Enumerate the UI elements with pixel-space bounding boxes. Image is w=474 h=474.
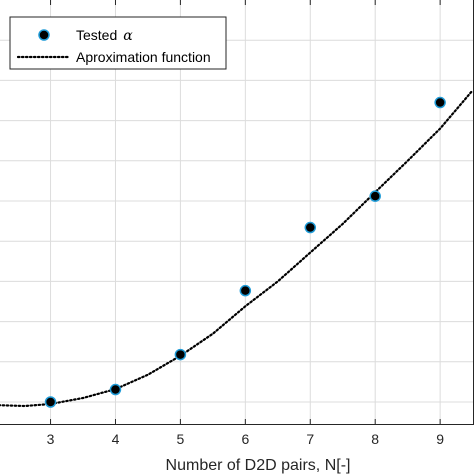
x-axis-label: Number of D2D pairs, N[-] (166, 457, 351, 474)
x-tick-label: 7 (306, 431, 314, 447)
x-tick-label: 4 (112, 431, 120, 447)
legend-label-tested-name: Tested (76, 27, 117, 43)
approximation-curve (0, 89, 474, 408)
tested-points (44, 96, 446, 408)
data-point-tested (239, 284, 252, 297)
data-point-tested (44, 396, 57, 408)
data-point-tested (304, 221, 317, 234)
x-tick-label: 6 (241, 431, 249, 447)
series-line-approximation (0, 89, 474, 408)
data-point-tested (434, 96, 446, 109)
legend-box (9, 16, 227, 70)
x-tick-labels: 3 4 5 6 7 8 9 (47, 431, 445, 447)
legend-label-approximation: Aproximation function (76, 49, 211, 65)
legend: Tested α Aproximation function (9, 16, 227, 70)
data-point-tested (109, 383, 122, 396)
grid (0, 0, 474, 424)
x-tick-label: 8 (371, 431, 379, 447)
legend-label-tested-symbol: α (123, 28, 133, 44)
data-point-tested (369, 190, 381, 202)
x-tick-label: 9 (436, 431, 444, 447)
legend-marker-tested (38, 29, 50, 41)
legend-label-tested: Tested α (76, 27, 133, 44)
data-point-tested (174, 348, 187, 361)
x-tick-label: 3 (47, 431, 55, 447)
x-tick-label: 5 (177, 431, 185, 447)
